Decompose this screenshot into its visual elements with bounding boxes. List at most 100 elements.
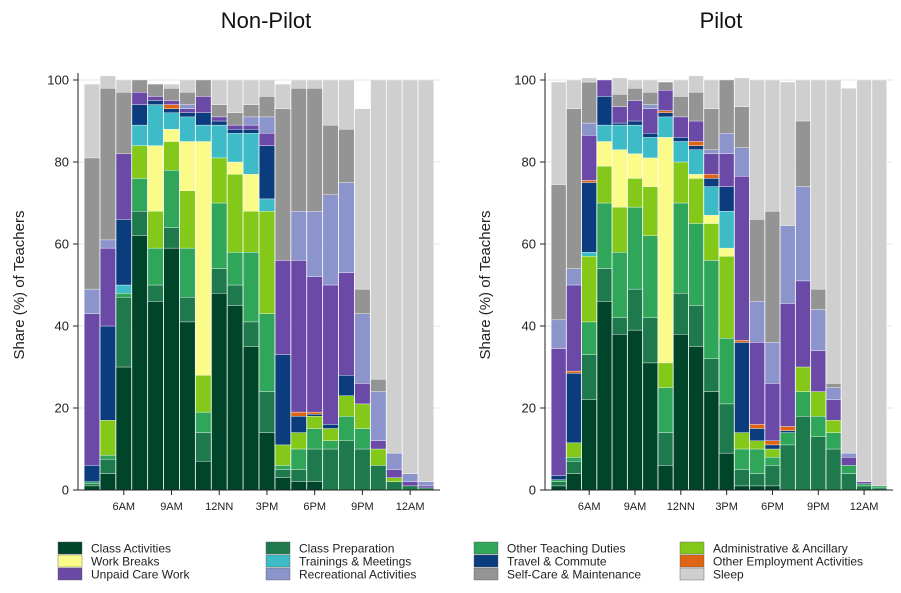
bar-segment xyxy=(306,211,323,277)
legend-label: Class Preparation xyxy=(299,542,394,556)
x-tick-label: 12AM xyxy=(850,501,879,513)
bar-segment xyxy=(642,186,658,236)
bar-segment xyxy=(764,383,781,441)
x-tick-label: 6AM xyxy=(578,501,601,513)
bar-segment xyxy=(566,372,582,444)
bar-segment xyxy=(734,77,750,107)
bar-segment xyxy=(795,280,811,368)
bar-segment xyxy=(195,141,212,376)
bar-segment xyxy=(551,481,567,487)
bar-segment xyxy=(227,252,244,286)
bar-segment xyxy=(749,219,765,302)
bar-segment xyxy=(322,440,339,450)
bar-segment xyxy=(290,432,307,450)
bar-segment xyxy=(306,276,323,413)
bar-segment xyxy=(386,469,403,478)
bar-segment xyxy=(290,416,307,433)
bar-segment xyxy=(673,79,689,97)
bar-segment xyxy=(306,481,323,491)
bar-segment xyxy=(163,247,180,491)
bar-segment xyxy=(642,317,658,364)
bar-segment xyxy=(673,202,689,294)
bar-segment xyxy=(402,485,419,491)
x-tick-label: 6PM xyxy=(303,501,326,513)
bar-segment xyxy=(749,440,765,450)
bar-segment xyxy=(566,79,582,109)
bar-segment xyxy=(227,112,244,126)
bar-segment xyxy=(810,309,826,351)
bar-segment xyxy=(795,391,811,417)
legend-label: Unpaid Care Work xyxy=(91,568,190,582)
bar-segment xyxy=(764,79,781,212)
bar-segment xyxy=(719,403,735,454)
bar-segment xyxy=(810,288,826,310)
bar-segment xyxy=(657,362,674,388)
bar-segment xyxy=(856,79,872,482)
bar-segment xyxy=(99,459,116,474)
bar-segment xyxy=(841,88,857,454)
bar-segment xyxy=(163,227,180,249)
bar-segment xyxy=(99,88,116,241)
bar-segment xyxy=(306,416,323,429)
bar-segment xyxy=(354,313,371,384)
bar-segment xyxy=(612,77,628,95)
legend-label: Trainings & Meetings xyxy=(299,555,411,569)
bar-segment xyxy=(810,416,826,437)
bar-segment xyxy=(764,342,781,384)
bar-segment xyxy=(211,79,228,105)
bar-segment xyxy=(856,483,872,487)
bar-segment xyxy=(163,108,180,113)
bar-segment xyxy=(642,108,658,134)
bar-segment xyxy=(856,481,872,485)
bar-segment xyxy=(163,170,180,228)
bar-segment xyxy=(795,186,811,282)
bar-segment xyxy=(386,452,403,470)
bar-segment xyxy=(612,252,628,318)
bar-segment xyxy=(338,129,355,183)
x-tick-label: 12AM xyxy=(396,501,425,513)
bar-segment xyxy=(163,88,180,101)
bar-segment xyxy=(274,260,291,355)
bar-segment xyxy=(688,223,704,306)
bar-segment xyxy=(673,141,689,163)
bar-segment xyxy=(354,108,371,290)
bar-segment xyxy=(627,120,643,126)
bar-segment xyxy=(179,141,196,191)
x-tick-label: 9PM xyxy=(807,501,830,513)
bar-segment xyxy=(322,428,339,441)
legend-swatch xyxy=(265,554,291,568)
bar-segment xyxy=(612,206,628,253)
bar-segment xyxy=(703,178,719,187)
bar-segment xyxy=(642,362,658,491)
bar-segment xyxy=(290,79,307,89)
bar-segment xyxy=(825,399,842,421)
bar-segment xyxy=(211,293,228,491)
legend-label: Administrative & Ancillary xyxy=(713,542,848,556)
bar-segment xyxy=(719,452,735,491)
bar-segment xyxy=(596,96,613,126)
bar-segment xyxy=(131,235,148,491)
bar-segment xyxy=(749,79,765,220)
bar-segment xyxy=(179,297,196,323)
bar-segment xyxy=(354,428,371,450)
bar-segment xyxy=(673,96,689,118)
bar-segment xyxy=(243,104,259,118)
bar-segment xyxy=(703,260,719,359)
bar-segment xyxy=(115,79,132,93)
bar-segment xyxy=(259,313,275,392)
bar-segment xyxy=(99,473,116,491)
bar-segment xyxy=(612,122,628,126)
y-axis-label: Share (%) of Teachers xyxy=(11,211,28,360)
bar-segment xyxy=(84,485,100,491)
bar-segment xyxy=(131,104,148,126)
bar-segment xyxy=(627,178,643,208)
bar-segment xyxy=(84,288,100,314)
bar-segment xyxy=(290,448,307,470)
bar-segment xyxy=(290,88,307,212)
bar-segment xyxy=(795,366,811,392)
bar-segment xyxy=(551,485,567,491)
bar-segment xyxy=(596,124,613,142)
bar-segment xyxy=(642,79,658,93)
bar-segment xyxy=(163,100,180,105)
bar-segment xyxy=(259,432,275,491)
